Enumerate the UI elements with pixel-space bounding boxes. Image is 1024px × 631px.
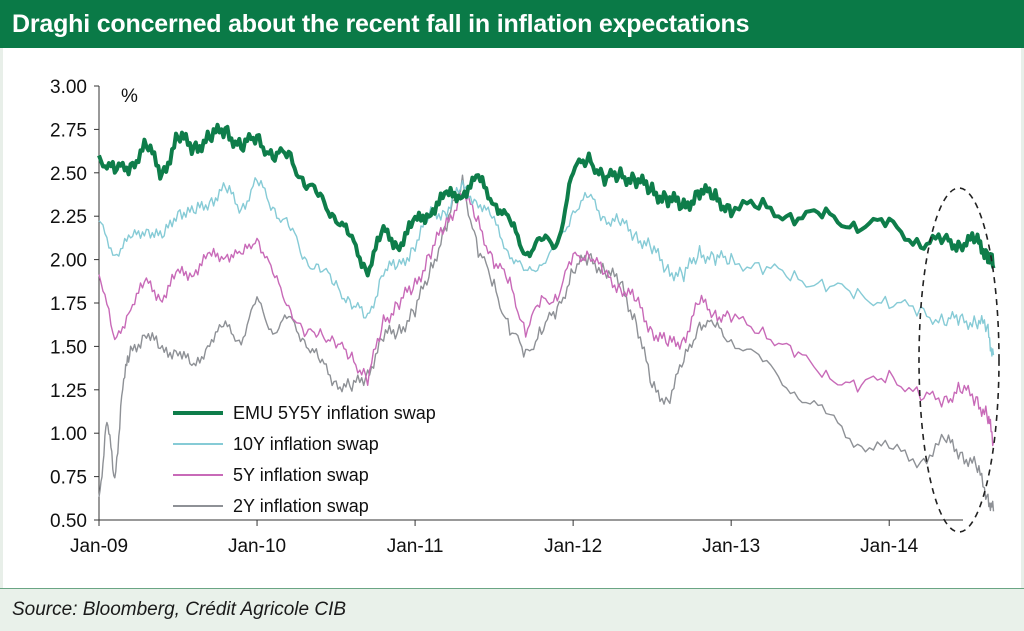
y-tick-label: 1.00 [50, 424, 87, 445]
x-tick-label: Jan-11 [387, 536, 444, 557]
x-tick-label: Jan-12 [544, 536, 602, 557]
x-tick-label: Jan-10 [228, 536, 286, 557]
y-tick-label: 2.75 [50, 120, 87, 141]
highlight-ellipse [918, 187, 1000, 533]
y-tick-label: 3.00 [50, 77, 87, 98]
y-tick-label: 2.50 [50, 164, 87, 185]
plot-area: 3.00 2.75 2.50 2.25 2.00 1.75 1.50 1.25 1.00 0.75… [0, 48, 1024, 588]
legend-label-y10: 10Y inflation swap [233, 434, 379, 454]
source-note: Source: Bloomberg, Crédit Agricole CIB [0, 588, 1024, 631]
y-tick-label: 0.50 [50, 511, 87, 532]
line-chart: 3.00 2.75 2.50 2.25 2.00 1.75 1.50 1.25 1.00 0.75… [50, 77, 1000, 557]
legend-label-y5: 5Y inflation swap [233, 465, 369, 485]
y-axis-unit-label: % [121, 86, 138, 107]
series-line-emu5y5y [97, 122, 996, 278]
axes: 3.00 2.75 2.50 2.25 2.00 1.75 1.50 1.25 1.00 0.75… [50, 77, 963, 557]
y-tick-label: 0.75 [50, 468, 87, 489]
series-line-y10 [98, 177, 995, 357]
series-lines [97, 122, 996, 512]
x-tick-label: Jan-09 [70, 536, 128, 557]
y-tick-label: 2.00 [50, 251, 87, 272]
x-tick-label: Jan-14 [860, 536, 919, 557]
chart-title: Draghi concerned about the recent fall i… [0, 0, 1024, 48]
y-tick-label: 2.25 [50, 207, 87, 228]
series-line-y5 [98, 193, 995, 447]
legend: EMU 5Y5Y inflation swap 10Y inflation swa… [173, 403, 436, 516]
series-line-y2 [98, 174, 995, 512]
legend-label-y2: 2Y inflation swap [233, 496, 369, 516]
x-tick-label: Jan-13 [702, 536, 760, 557]
legend-label-emu5y5y: EMU 5Y5Y inflation swap [233, 403, 436, 423]
y-tick-label: 1.50 [50, 337, 87, 358]
y-tick-label: 1.75 [50, 294, 87, 315]
y-tick-label: 1.25 [50, 381, 87, 402]
